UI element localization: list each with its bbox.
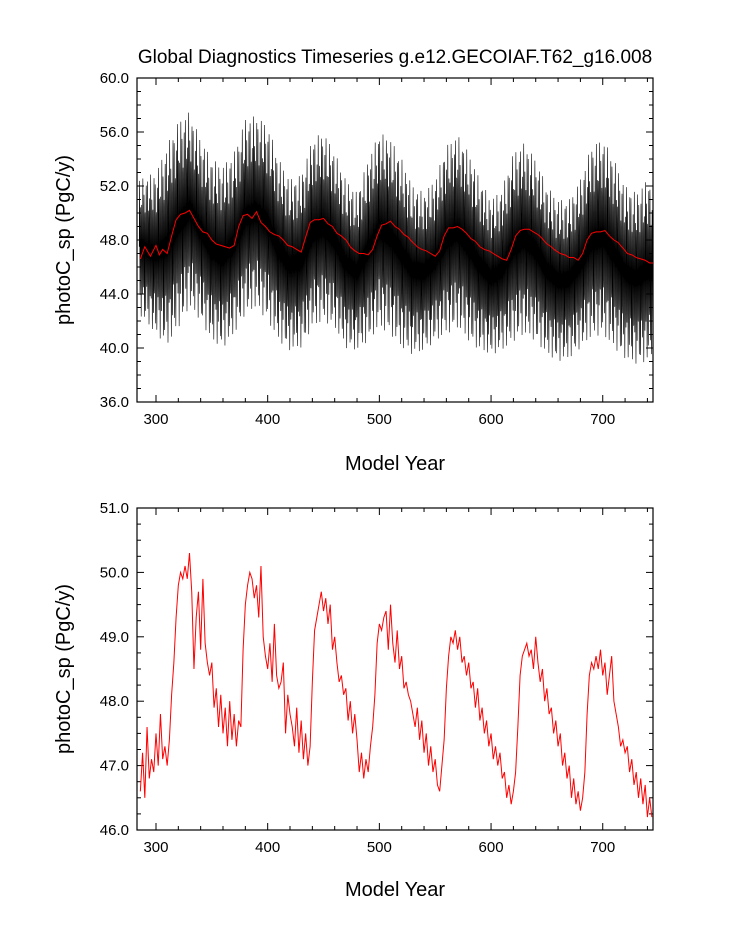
y-tick-label: 49.0 [100, 629, 129, 646]
y-axis-label-bottom: photoC_sp (PgC/y) [53, 584, 75, 754]
annual-mean-series-line [139, 209, 653, 264]
y-tick-label: 52.0 [100, 178, 129, 195]
x-tick-label: 600 [479, 411, 504, 428]
y-tick-label: 40.0 [100, 340, 129, 357]
panel-bottom: 300 400 500 600 70046.047.048.049.050.051.0 … [53, 500, 654, 901]
y-tick-label: 44.0 [100, 286, 129, 303]
series-bottom [139, 553, 653, 818]
y-tick-label: 51.0 [100, 500, 129, 517]
y-tick-label: 46.0 [100, 822, 129, 839]
x-axis-label-top: Model Year [345, 453, 445, 475]
annual-mean-series-line [139, 553, 653, 818]
ticks-top: 300 400 500 600 700 36.0 40.0 44.0 48.0 52.0 56.0 6… [100, 70, 653, 428]
x-tick-label: 300 [143, 839, 168, 856]
y-tick-label: 60.0 [100, 70, 129, 87]
x-tick-label: 400 [255, 839, 280, 856]
plot-frame-bottom [136, 507, 654, 831]
x-tick-label: 300 [143, 411, 168, 428]
x-tick-label: 500 [367, 411, 392, 428]
x-tick-label: 600 [479, 839, 504, 856]
series-top [138, 112, 654, 364]
x-tick-label: 700 [590, 839, 615, 856]
monthly-series-line [138, 112, 654, 364]
y-tick-label: 48.0 [100, 232, 129, 249]
x-tick-label: 400 [255, 411, 280, 428]
y-tick-label: 56.0 [100, 124, 129, 141]
y-tick-label: 36.0 [100, 394, 129, 411]
y-tick-label: 50.0 [100, 564, 129, 581]
x-axis-label-bottom: Model Year [345, 879, 445, 901]
panel-top: 300 400 500 600 700 36.0 40.0 44.0 48.0 52.0 56.0 6… [53, 70, 654, 475]
x-tick-label: 500 [367, 839, 392, 856]
y-tick-label: 48.0 [100, 693, 129, 710]
y-axis-label-top: photoC_sp (PgC/y) [53, 155, 75, 325]
chart-title: Global Diagnostics Timeseries g.e12.GECO… [138, 47, 652, 68]
x-tick-label: 700 [590, 411, 615, 428]
y-tick-label: 47.0 [100, 758, 129, 775]
ticks-bottom: 300 400 500 600 700 46.0 47.0 48.0 49.0 50.0 51.0 [100, 500, 653, 856]
